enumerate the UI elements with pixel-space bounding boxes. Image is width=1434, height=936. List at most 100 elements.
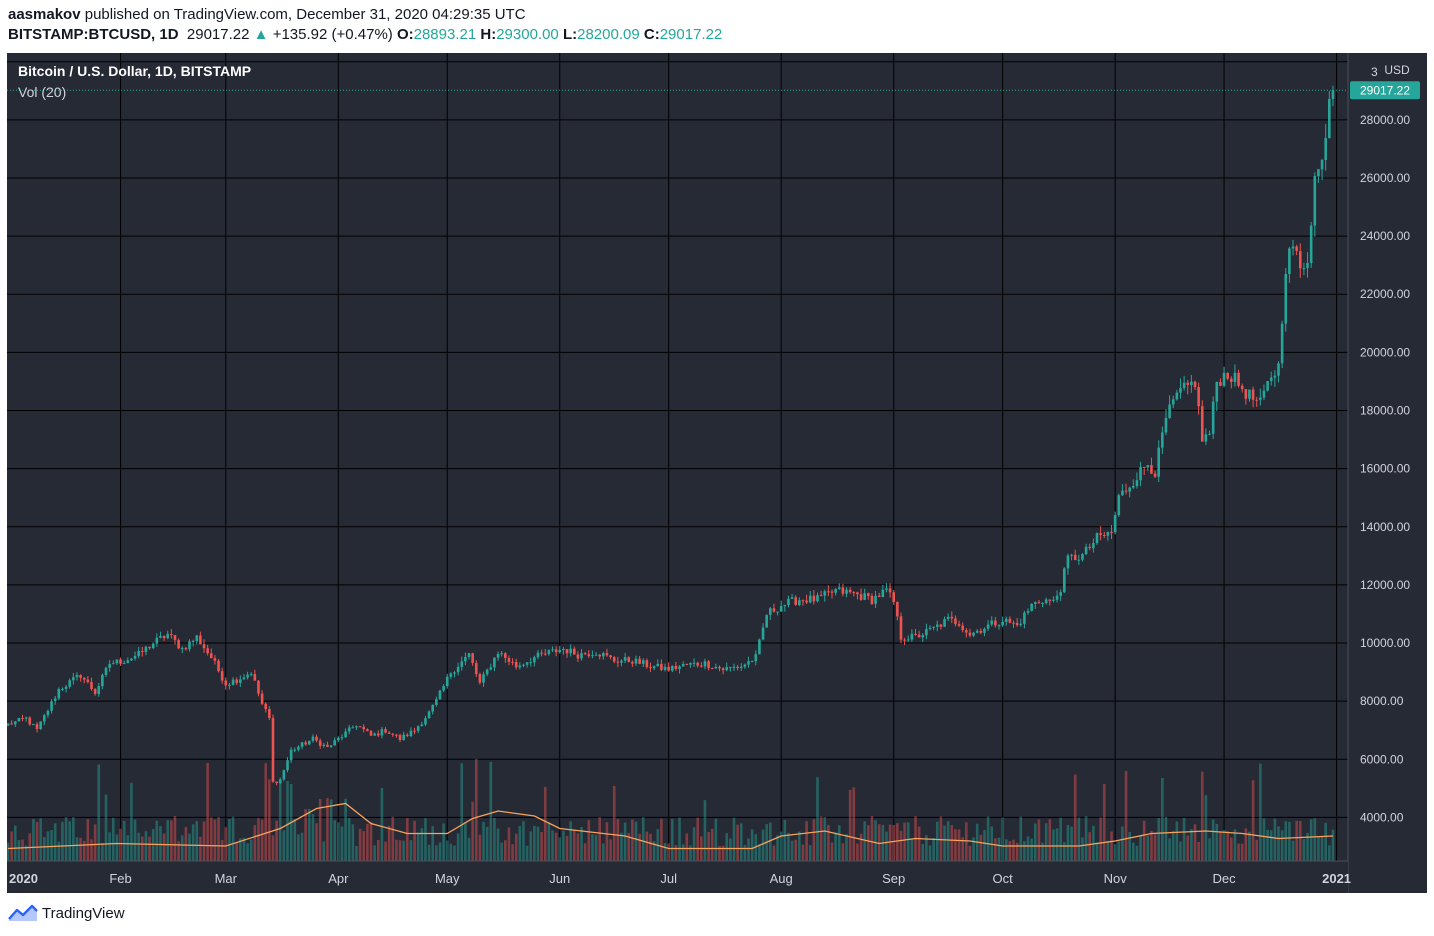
candle-324 bbox=[1182, 375, 1186, 391]
vol-246 bbox=[899, 830, 903, 861]
vol-64 bbox=[239, 838, 242, 861]
x-tick-Jun: Jun bbox=[549, 871, 570, 886]
candle-143 bbox=[525, 662, 529, 668]
vol-57 bbox=[213, 819, 217, 861]
vol-198 bbox=[725, 833, 729, 861]
candle-86 bbox=[318, 738, 322, 749]
time-axis-bg bbox=[7, 861, 1348, 893]
candle-175 bbox=[641, 658, 645, 668]
vol-160 bbox=[587, 820, 591, 861]
legend-volume[interactable]: Vol (20) bbox=[18, 84, 66, 100]
candle-145 bbox=[533, 655, 536, 667]
vol-56 bbox=[209, 817, 213, 861]
vol-184 bbox=[674, 845, 678, 861]
candle-13 bbox=[53, 695, 57, 705]
vol-65 bbox=[242, 837, 246, 861]
tradingview-logo-icon[interactable] bbox=[8, 904, 38, 922]
btc-candlestick-chart[interactable]: 28000.00 26000.00 24000.00 22000.00 20000.00… bbox=[7, 53, 1427, 893]
candle-312 bbox=[1139, 461, 1142, 487]
vol-172 bbox=[631, 819, 634, 861]
vol-197 bbox=[721, 845, 725, 861]
candle-90 bbox=[333, 737, 336, 746]
candle-5 bbox=[24, 716, 28, 722]
candle-277 bbox=[1012, 620, 1015, 628]
candle-67 bbox=[249, 672, 253, 677]
candle-102 bbox=[376, 730, 380, 738]
candle-188 bbox=[689, 662, 692, 668]
currency-label[interactable]: USD bbox=[1384, 63, 1410, 77]
vol-302 bbox=[1102, 784, 1106, 861]
candle-28 bbox=[108, 660, 111, 672]
vol-98 bbox=[362, 831, 366, 861]
vol-100 bbox=[369, 822, 373, 861]
vol-12 bbox=[50, 829, 53, 861]
candle-204 bbox=[747, 656, 750, 668]
vol-53 bbox=[199, 836, 202, 861]
vol-82 bbox=[304, 809, 307, 861]
candle-30 bbox=[115, 659, 119, 666]
price-axis-bg bbox=[1348, 53, 1427, 893]
published-text: published on TradingView.com, December 3… bbox=[84, 6, 526, 23]
vol-223 bbox=[816, 777, 819, 861]
vol-215 bbox=[787, 832, 790, 861]
vol-193 bbox=[707, 832, 710, 861]
vol-59 bbox=[220, 839, 224, 861]
vol-87 bbox=[322, 841, 326, 861]
vol-113 bbox=[416, 832, 420, 861]
vol-1 bbox=[10, 831, 13, 861]
legend-title[interactable]: Bitcoin / U.S. Dollar, 1D, BITSTAMP bbox=[18, 63, 251, 79]
vol-187 bbox=[685, 833, 689, 861]
vol-58 bbox=[217, 817, 220, 861]
vol-232 bbox=[848, 789, 852, 861]
vol-123 bbox=[453, 845, 456, 861]
candle-15 bbox=[61, 687, 64, 692]
candle-121 bbox=[445, 673, 449, 689]
candle-19 bbox=[75, 672, 79, 681]
candle-365 bbox=[1331, 85, 1335, 107]
vol-43 bbox=[162, 833, 166, 861]
vol-282 bbox=[1030, 838, 1033, 861]
candle-101 bbox=[373, 732, 376, 736]
vol-49 bbox=[184, 827, 188, 861]
candle-249 bbox=[910, 629, 914, 642]
vol-20 bbox=[79, 837, 82, 861]
vol-361 bbox=[1317, 836, 1320, 861]
candle-53 bbox=[199, 631, 202, 645]
vol-277 bbox=[1012, 839, 1015, 861]
candle-147 bbox=[540, 649, 543, 657]
publisher-username[interactable]: aasmakov bbox=[8, 6, 81, 23]
vol-171 bbox=[627, 832, 631, 861]
vol-238 bbox=[870, 816, 874, 861]
candle-42 bbox=[159, 631, 162, 639]
candle-103 bbox=[380, 726, 384, 739]
candle-61 bbox=[228, 682, 231, 690]
candle-149 bbox=[547, 649, 551, 656]
vol-218 bbox=[798, 831, 801, 861]
candle-319 bbox=[1164, 409, 1168, 436]
vol-288 bbox=[1052, 829, 1055, 861]
candle-84 bbox=[311, 734, 315, 743]
vol-28 bbox=[108, 832, 111, 861]
chart-panel[interactable] bbox=[7, 53, 1427, 893]
candle-70 bbox=[260, 690, 264, 706]
candle-266 bbox=[972, 631, 975, 638]
vol-326 bbox=[1190, 829, 1193, 861]
candle-0 bbox=[7, 723, 10, 727]
vol-336 bbox=[1226, 831, 1229, 861]
vol-255 bbox=[932, 838, 935, 861]
y-tick-18000.00: 18000.00 bbox=[1360, 403, 1410, 417]
candle-255 bbox=[932, 626, 935, 631]
candle-267 bbox=[975, 629, 979, 634]
candle-69 bbox=[257, 680, 260, 697]
candle-295 bbox=[1077, 554, 1081, 565]
candle-138 bbox=[507, 655, 511, 666]
candle-134 bbox=[493, 657, 496, 672]
candle-37 bbox=[141, 646, 144, 657]
candle-244 bbox=[892, 589, 896, 605]
brand-name[interactable]: TradingView bbox=[42, 904, 125, 922]
vol-159 bbox=[583, 843, 587, 861]
vol-89 bbox=[329, 799, 333, 861]
candle-184 bbox=[674, 661, 678, 671]
vol-150 bbox=[551, 830, 554, 861]
vol-332 bbox=[1211, 819, 1215, 861]
